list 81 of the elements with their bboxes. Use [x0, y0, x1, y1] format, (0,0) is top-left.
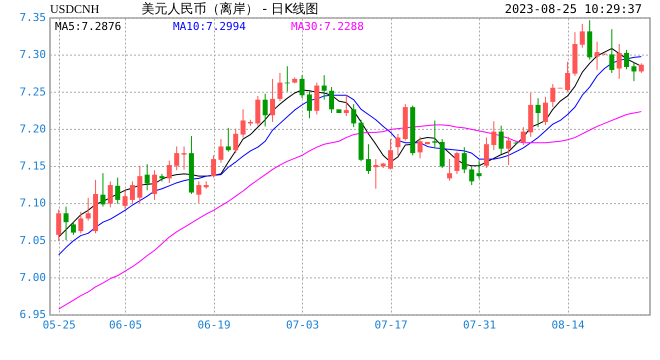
candlestick: [306, 91, 312, 119]
x-tick-label: 06-05: [109, 318, 142, 332]
x-tick-label: 06-19: [198, 318, 231, 332]
candlestick: [270, 78, 276, 122]
candlestick: [300, 74, 305, 99]
line-series: [58, 111, 642, 310]
candlestick: [624, 49, 630, 70]
candlestick: [240, 108, 246, 138]
candlestick: [476, 160, 482, 179]
candlestick: [174, 146, 180, 171]
candlestick: [322, 74, 327, 100]
candlestick: [56, 209, 62, 242]
candlestick: [262, 93, 268, 127]
candlestick: [454, 151, 460, 174]
text: USDCNH: [50, 2, 100, 16]
candlestick: [638, 62, 644, 74]
candlestick: [462, 146, 467, 174]
candlestick: [226, 127, 231, 152]
x-tick-label: 07-03: [286, 318, 320, 332]
y-tick-label: 7.15: [20, 160, 46, 172]
candlestick: [351, 104, 356, 128]
candlestick: [631, 62, 636, 82]
text: 2023-08-25 10:29:37: [504, 2, 642, 16]
x-tick-label: 08-14: [552, 318, 585, 332]
candlestick: [64, 206, 69, 241]
candlestick: [616, 43, 622, 80]
candlestick: [233, 128, 238, 154]
candlestick: [166, 160, 172, 184]
y-tick-label: 7.35: [20, 11, 46, 24]
candlestick: [580, 23, 585, 48]
candlestick: [130, 180, 135, 204]
candlestick: [108, 180, 113, 208]
chart-title: 美元人民币（离岸） - 日K线图: [141, 1, 319, 17]
candlestick: [469, 166, 474, 186]
candlestick: [218, 138, 224, 164]
y-tick-label: 7.20: [20, 122, 46, 136]
candlestick: [565, 61, 570, 92]
candlestick: [366, 144, 371, 174]
candlestick: [137, 165, 142, 204]
candlestick: [152, 170, 158, 200]
candlestick: [196, 180, 202, 204]
candlestick: [498, 125, 504, 154]
candlestick: [100, 172, 106, 208]
candlestick: [86, 197, 91, 222]
y-tick-label: 6.95: [20, 308, 46, 321]
candlestick: [447, 158, 452, 182]
text: MA5:7.2876: [55, 20, 122, 33]
candlestick: [550, 84, 556, 108]
y-tick-label: 7.00: [20, 270, 46, 284]
text: MA10:7.2994: [173, 20, 246, 33]
text: MA30:7.2288: [291, 20, 364, 33]
candlestick: [78, 211, 84, 234]
y-tick-label: 7.30: [20, 48, 46, 62]
candlestick: [70, 222, 76, 236]
candlestick: [211, 154, 216, 178]
candlestick: [542, 96, 548, 126]
candlestick: [284, 66, 290, 92]
candlestick: [594, 41, 600, 70]
candlestick: [506, 136, 512, 166]
candlestick: [484, 137, 489, 168]
candlestick: [388, 138, 394, 170]
y-tick-label: 7.25: [20, 85, 46, 98]
candlestick: [277, 72, 282, 102]
candlestick: [255, 95, 260, 126]
candlestick: [344, 94, 349, 117]
y-tick-label: 7.10: [20, 196, 46, 210]
candlestick: [144, 164, 150, 191]
candlestick: [329, 86, 334, 114]
candlestick: [491, 120, 496, 151]
x-tick-label: 07-31: [463, 318, 496, 332]
candlestick: [609, 28, 614, 74]
candlestick: [115, 177, 120, 204]
candlestick: [395, 133, 400, 156]
y-tick-label: 7.05: [20, 234, 46, 247]
candlestick: [520, 126, 526, 146]
candlestick: [418, 136, 423, 159]
x-tick-label: 07-17: [374, 318, 408, 332]
candlestick: [122, 190, 128, 210]
candlestick: [182, 146, 187, 170]
candlestick: [536, 98, 541, 128]
x-tick-label: 05-25: [42, 318, 76, 332]
